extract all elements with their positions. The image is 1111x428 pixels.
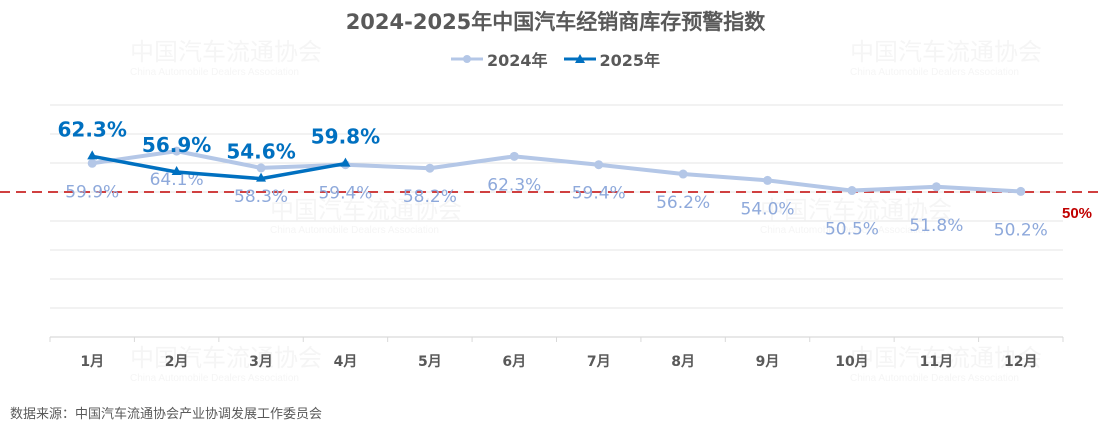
series-2024-point (763, 175, 773, 185)
chart-title: 2024-2025年中国汽车经销商库存预警指数 (345, 10, 766, 34)
series-2025-point (171, 165, 182, 175)
series-2024-label: 59.4% (318, 184, 372, 204)
series-2024-point (931, 182, 941, 192)
series-2024-point (87, 158, 97, 168)
series-2024-label: 59.9% (65, 182, 119, 202)
series-2024-label: 50.5% (825, 220, 879, 240)
series-2024-label: 50.2% (994, 220, 1048, 240)
legend: 2024年 2025年 (0, 47, 1111, 71)
x-tick-label: 8月 (671, 354, 695, 370)
legend-item-2024: 2024年 (450, 47, 548, 71)
x-tick-label: 10月 (835, 354, 868, 370)
x-tick-label: 5月 (418, 354, 442, 370)
series-2025-point (340, 157, 351, 167)
x-tick-label: 2月 (165, 354, 189, 370)
threshold-label: 50% (1062, 205, 1092, 222)
series-2024-point (509, 151, 519, 161)
series-2024-label: 58.2% (403, 187, 457, 207)
series-2024-line (91, 149, 1021, 194)
x-tick-label: 4月 (334, 354, 358, 370)
x-tick-label: 11月 (920, 354, 953, 370)
series-2024-label: 62.3% (487, 175, 541, 195)
legend-item-2025: 2025年 (563, 47, 661, 71)
series-2024-label: 58.3% (234, 187, 288, 207)
data-source-note: 数据来源：中国汽车流通协会产业协调发展工作委员会 (10, 407, 323, 422)
x-tick-label: 6月 (502, 354, 526, 370)
series-2025-label: 62.3% (58, 117, 127, 141)
series-2024-point (847, 186, 857, 196)
x-tick-label: 7月 (587, 354, 611, 370)
series-2024-point (1016, 186, 1026, 196)
series-2024-label: 51.8% (909, 216, 963, 236)
series-2024-label: 56.2% (656, 193, 710, 213)
series-2024-point (256, 163, 266, 173)
legend-triangle-marker-icon (563, 54, 596, 63)
legend-label: 2025年 (599, 51, 661, 70)
series-2024-point (425, 163, 435, 173)
x-tick-label: 3月 (249, 354, 273, 370)
x-tick-label: 1月 (80, 354, 104, 370)
series-2025-label: 59.8% (311, 125, 380, 149)
series-2024-label: 54.0% (741, 199, 795, 219)
series-2025-point (87, 150, 98, 160)
series-2025-label: 54.6% (226, 140, 295, 164)
series-2024-label: 59.4% (572, 184, 626, 204)
series-2024-label: 64.1% (150, 170, 204, 190)
series-2025-point (256, 172, 267, 182)
x-tick-label: 9月 (756, 354, 780, 370)
legend-label: 2024年 (486, 51, 548, 70)
series-2025-line (91, 154, 346, 181)
x-tick-label: 12月 (1004, 354, 1037, 370)
series-2024-point (172, 146, 182, 156)
legend-circle-marker-icon (450, 55, 483, 63)
series-2024-point (678, 169, 688, 179)
series-2024-point (594, 160, 604, 170)
series-2025-label: 56.9% (142, 133, 211, 157)
